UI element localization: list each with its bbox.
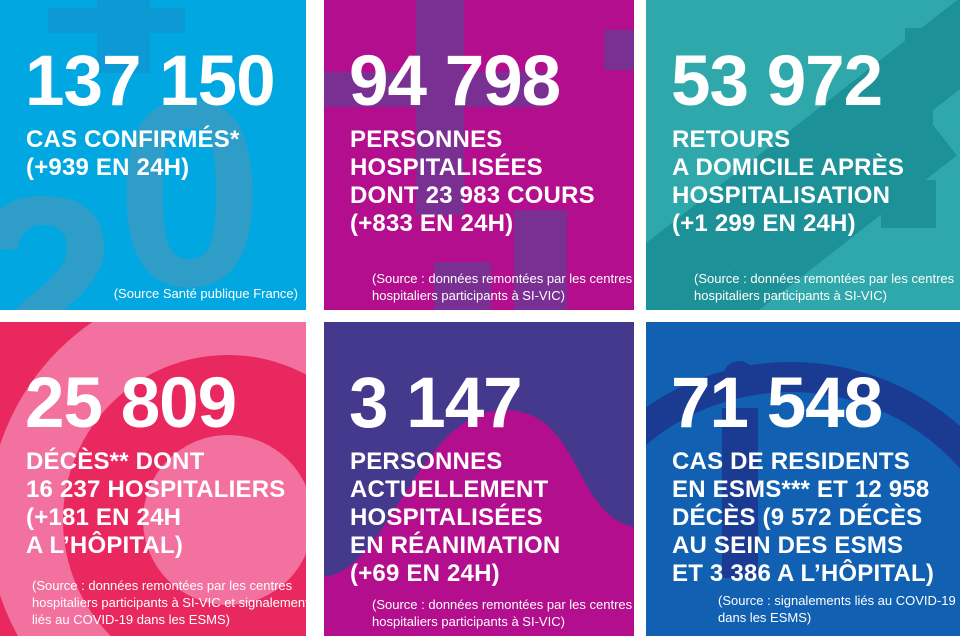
stat-label: DÉCÈS** DONT 16 237 HOSPITALIERS (+181 E… <box>26 448 306 560</box>
stat-label: CAS DE RESIDENTS EN ESMS*** ET 12 958 DÉ… <box>672 448 960 588</box>
stat-label-line: HOSPITALISÉES <box>350 504 543 531</box>
source-note: (Source : signalements liés au COVID-19 … <box>718 592 956 626</box>
source-line: hospitaliers participants à SI-VIC et si… <box>32 595 306 610</box>
source-line: (Source : signalements liés au COVID-19 <box>718 593 956 608</box>
trend-arrows-icon <box>646 0 960 310</box>
stat-value: 94 798 <box>349 42 561 121</box>
stat-label-line: ACTUELLEMENT <box>350 476 549 503</box>
stat-label: PERSONNES HOSPITALISÉES DONT 23 983 COUR… <box>350 126 634 238</box>
plus-tiles-icon <box>324 0 634 310</box>
source-line: (Source : données remontées par les cent… <box>694 271 955 286</box>
stat-value: 137 150 <box>25 42 276 121</box>
source-line: (Source : données remontées par les cent… <box>32 578 293 593</box>
stat-value: 25 809 <box>25 364 237 443</box>
stat-label-line: A DOMICILE APRÈS <box>672 154 905 181</box>
stat-label-line: HOSPITALISATION <box>672 182 891 209</box>
stat-label-line: (+181 EN 24H <box>26 504 182 531</box>
stat-value: 71 548 <box>671 364 883 443</box>
stat-card-deces: 25 809 DÉCÈS** DONT 16 237 HOSPITALIERS … <box>0 322 306 636</box>
stat-label-line: DÉCÈS** DONT <box>26 448 205 475</box>
stat-card-personnes-hospitalisees: 94 798 PERSONNES HOSPITALISÉES DONT 23 9… <box>324 0 634 310</box>
source-note: (Source Santé publique France) <box>114 285 298 302</box>
info-icon <box>646 322 960 636</box>
stat-label-line: PERSONNES <box>350 448 503 475</box>
source-line: dans les ESMS) <box>718 610 812 625</box>
stat-label-line: (+939 EN 24H) <box>26 154 190 181</box>
stat-value: 3 147 <box>349 364 523 443</box>
source-line: hospitaliers participants à SI-VIC) <box>372 288 565 303</box>
stat-label-line: RETOURS <box>672 126 791 153</box>
decor-digit: 2 <box>0 142 118 311</box>
info-dot <box>723 361 755 393</box>
info-circle <box>646 362 960 469</box>
source-line: liés au COVID-19 dans les ESMS) <box>32 612 230 627</box>
decor-digit: 0 <box>116 46 264 311</box>
source-note: (Source : données remontées par les cent… <box>694 270 954 304</box>
source-line: (Source : données remontées par les cent… <box>372 597 633 612</box>
source-note: (Source : données remontées par les cent… <box>32 577 306 628</box>
stat-label-line: HOSPITALISÉES <box>350 154 543 181</box>
target-rings-icon <box>0 322 306 636</box>
stat-label-line: (+833 EN 24H) <box>350 210 514 237</box>
source-note: (Source : données remontées par les cent… <box>372 270 632 304</box>
source-line: (Source : données remontées par les cent… <box>372 271 633 286</box>
source-line: (Source Santé publique France) <box>113 286 298 301</box>
stat-value: 53 972 <box>671 42 883 121</box>
source-line: hospitaliers participants à SI-VIC) <box>694 288 887 303</box>
stat-label: PERSONNES ACTUELLEMENT HOSPITALISÉES EN … <box>350 448 634 588</box>
source-line: hospitaliers participants à SI-VIC) <box>372 614 565 629</box>
wave-icon <box>324 322 634 636</box>
stat-card-cas-confirmes: 2 0 137 150 CAS CONFIRMÉS* (+939 EN 24H)… <box>0 0 306 310</box>
plus-icon <box>48 8 185 33</box>
wave-shape <box>324 410 634 636</box>
stat-label-line: CAS DE RESIDENTS <box>672 448 910 475</box>
stat-card-residents-esms: 71 548 CAS DE RESIDENTS EN ESMS*** ET 12… <box>646 322 960 636</box>
stat-label-line: (+69 EN 24H) <box>350 560 500 587</box>
stat-label-line: DONT 23 983 COURS <box>350 182 595 209</box>
stat-card-retours-domicile: 53 972 RETOURS A DOMICILE APRÈS HOSPITAL… <box>646 0 960 310</box>
stat-label-line: A L’HÔPITAL) <box>26 532 184 559</box>
stat-label-line: (+1 299 EN 24H) <box>672 210 856 237</box>
stat-label-line: 16 237 HOSPITALIERS <box>26 476 286 503</box>
stat-label-line: CAS CONFIRMÉS* <box>26 126 240 153</box>
stat-label: RETOURS A DOMICILE APRÈS HOSPITALISATION… <box>672 126 960 238</box>
stat-label: CAS CONFIRMÉS* (+939 EN 24H) <box>26 126 306 182</box>
stat-label-line: EN RÉANIMATION <box>350 532 561 559</box>
stat-card-reanimation: 3 147 PERSONNES ACTUELLEMENT HOSPITALISÉ… <box>324 322 634 636</box>
source-note: (Source : données remontées par les cent… <box>372 596 632 630</box>
stat-label-line: PERSONNES <box>350 126 503 153</box>
stat-label-line: EN ESMS*** ET 12 958 <box>672 476 930 503</box>
stat-label-line: DÉCÈS (9 572 DÉCÈS <box>672 504 923 531</box>
stat-label-line: AU SEIN DES ESMS <box>672 532 904 559</box>
card-decor: 2 0 <box>0 0 306 310</box>
info-stem <box>722 408 758 578</box>
stat-label-line: ET 3 386 A L’HÔPITAL) <box>672 560 935 587</box>
